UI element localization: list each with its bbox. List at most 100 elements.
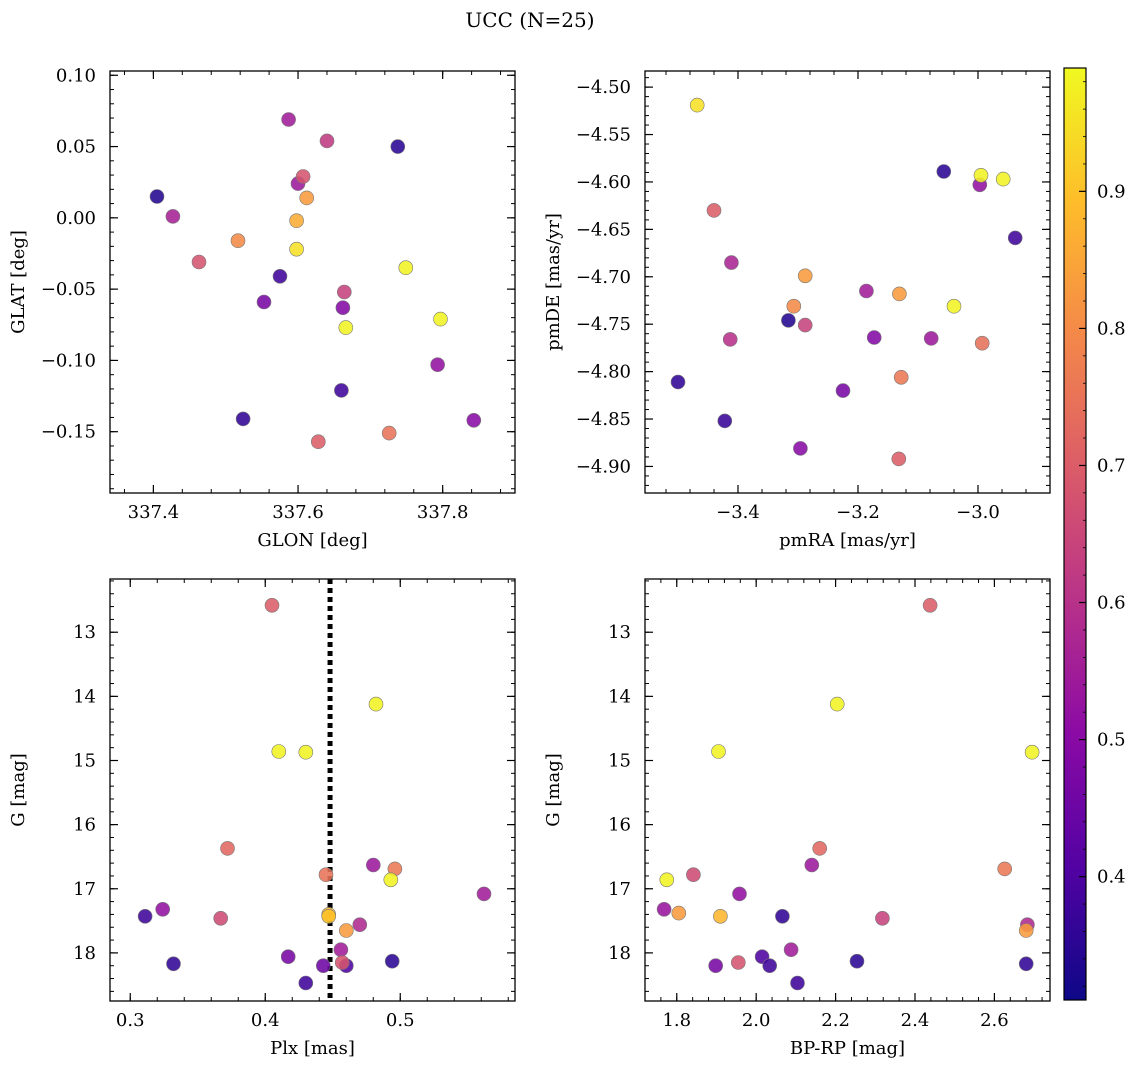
y-tick-label: 17 — [608, 879, 631, 900]
colorbar-tick-label: 0.8 — [1097, 318, 1126, 339]
data-point — [997, 861, 1013, 877]
data-point — [797, 268, 813, 284]
data-point — [319, 133, 335, 149]
data-point — [793, 441, 808, 456]
x-axis-label: pmRA [mas/yr] — [779, 530, 916, 551]
axes-frame — [109, 70, 516, 494]
panel-color-magnitude: 1.8 2.0 2.2 2.4 2.6 13 14 15 16 17 18 BP-RP [mag] G … — [543, 578, 1051, 1059]
data-point — [711, 744, 726, 759]
data-point — [671, 905, 687, 921]
data-point — [466, 412, 482, 428]
data-point — [289, 213, 304, 228]
y-axis-label: G [mag] — [8, 753, 29, 826]
data-point — [334, 383, 349, 398]
data-point — [974, 335, 990, 351]
y-tick-label: −4.85 — [576, 409, 631, 430]
data-point — [724, 255, 739, 270]
data-point — [1024, 744, 1040, 760]
data-point — [786, 298, 802, 314]
y-tick-label: 0.05 — [56, 137, 96, 158]
y-axis-label: pmDE [mas/yr] — [543, 213, 564, 351]
y-tick-label: −4.75 — [576, 314, 631, 335]
data-point — [995, 171, 1011, 187]
y-axis-label: G [mag] — [543, 753, 564, 826]
y-tick-label: −0.15 — [41, 422, 96, 443]
data-point — [892, 286, 907, 302]
colorbar-tick-label: 0.7 — [1097, 455, 1126, 476]
colorbar-tick-label: 0.9 — [1097, 181, 1126, 202]
data-point — [923, 331, 939, 346]
data-point — [804, 857, 820, 873]
data-point — [289, 241, 304, 257]
data-point — [137, 908, 153, 924]
x-tick-label: 337.8 — [417, 502, 469, 523]
data-point — [706, 203, 722, 218]
data-point — [922, 597, 938, 613]
y-tick-label: 0.10 — [56, 65, 96, 86]
data-point — [973, 168, 989, 183]
data-point — [334, 955, 350, 970]
data-point — [946, 298, 962, 314]
axes-frame — [644, 70, 1051, 494]
y-tick-label: 0.00 — [56, 208, 96, 229]
y-tick-label: 15 — [73, 750, 96, 771]
y-tick-label: 16 — [73, 815, 96, 836]
colorbar-tick-label: 0.6 — [1097, 593, 1126, 614]
x-tick-label: 0.4 — [251, 1010, 280, 1031]
data-point — [335, 300, 351, 316]
x-tick-label: 0.5 — [386, 1010, 415, 1031]
y-tick-label: 18 — [608, 943, 631, 964]
data-point — [281, 112, 296, 127]
y-tick-label: 13 — [73, 622, 96, 643]
y-tick-label: −4.55 — [576, 125, 631, 146]
data-point — [280, 949, 296, 965]
x-tick-label: 2.2 — [821, 1010, 850, 1031]
panel-glon-glat: 337.4 337.6 337.8 0.10 0.05 0.00 −0.05 −0.10 −0.… — [8, 65, 516, 551]
x-tick-label: 337.6 — [272, 502, 324, 523]
x-axis-label: BP-RP [mag] — [790, 1038, 905, 1059]
data-point — [656, 901, 672, 917]
data-point — [368, 696, 384, 712]
y-tick-label: 15 — [608, 750, 631, 771]
axes-frame — [109, 578, 516, 1002]
data-point — [149, 189, 165, 204]
x-tick-label: −3.0 — [956, 502, 1000, 523]
colorbar-tick-label: 0.4 — [1097, 867, 1126, 888]
data-point — [381, 425, 397, 441]
data-point — [315, 958, 331, 974]
data-point — [299, 190, 315, 206]
data-point — [271, 744, 287, 759]
x-tick-label: −3.2 — [836, 502, 880, 523]
data-point — [1018, 956, 1034, 972]
data-point — [295, 169, 311, 184]
data-point — [689, 97, 705, 113]
data-point — [298, 975, 314, 991]
data-point — [775, 908, 790, 924]
data-point — [318, 867, 334, 883]
y-tick-label: −4.60 — [576, 172, 631, 193]
y-tick-label: −4.90 — [576, 456, 631, 477]
axes-frame — [644, 578, 1051, 1002]
data-point — [708, 958, 724, 974]
x-axis-label: Plx [mas] — [270, 1038, 355, 1059]
data-point — [1007, 230, 1023, 246]
data-point — [338, 923, 354, 938]
data-point — [781, 313, 796, 328]
colorbar-gradient — [1063, 67, 1087, 1001]
data-point — [891, 451, 907, 467]
data-point — [230, 233, 246, 248]
x-axis-label: GLON [deg] — [257, 530, 367, 551]
data-point — [670, 374, 686, 390]
data-point — [383, 872, 399, 888]
data-point — [390, 139, 406, 154]
data-point — [155, 901, 170, 917]
data-point — [384, 953, 400, 969]
data-point — [812, 841, 828, 856]
figure-title: UCC (N=25) — [465, 8, 594, 32]
data-point — [272, 268, 288, 284]
y-tick-label: −4.80 — [576, 362, 631, 383]
data-point — [797, 317, 813, 333]
y-tick-label: −4.70 — [576, 267, 631, 288]
y-tick-label: 18 — [73, 943, 96, 964]
